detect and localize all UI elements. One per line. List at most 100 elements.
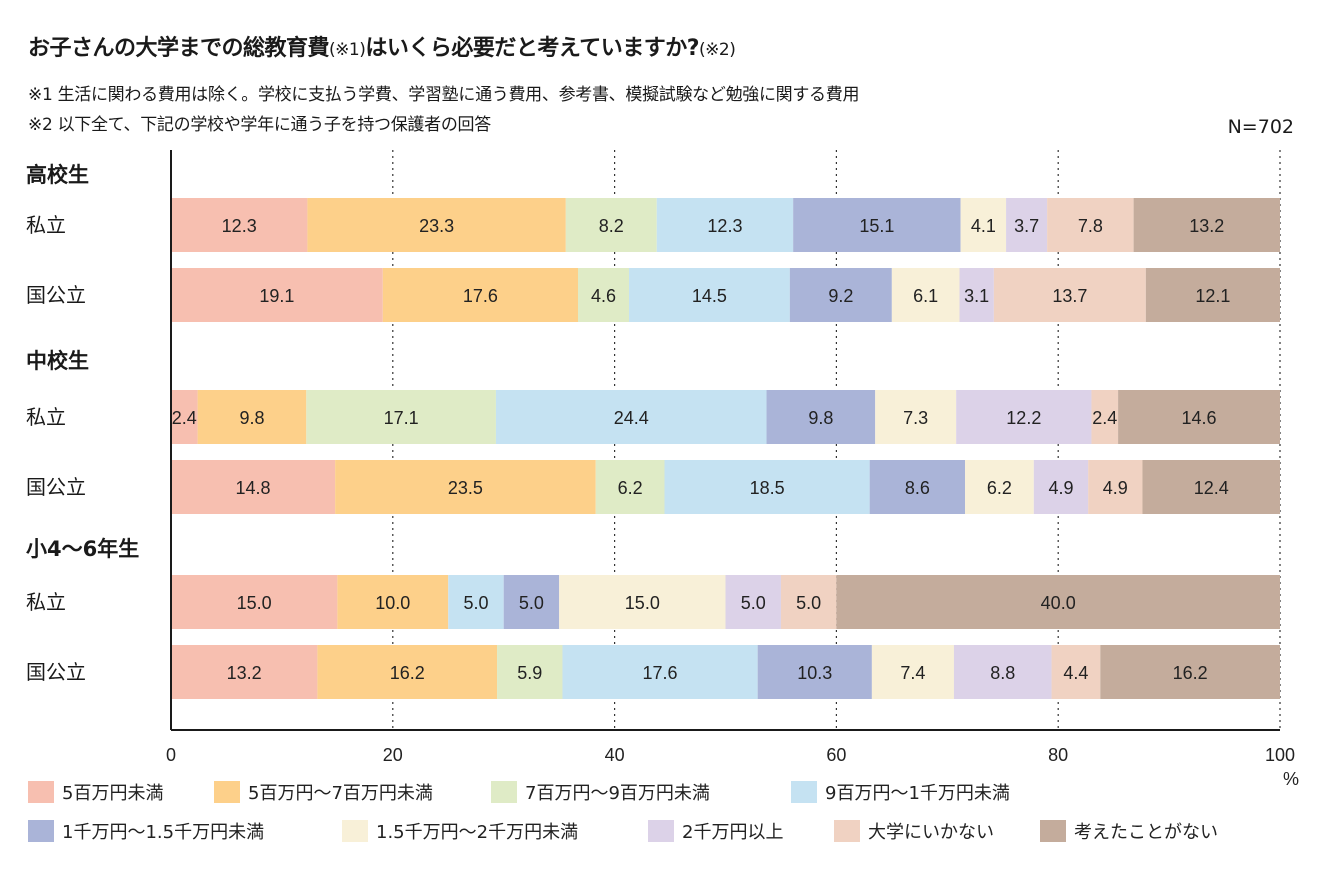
bar-segment: [197, 390, 307, 444]
data-label: 4.6: [591, 286, 616, 306]
bar-segment: [503, 575, 560, 629]
data-label: 12.2: [1006, 408, 1041, 428]
row-label: 私立: [26, 405, 66, 429]
bar-segment: [766, 390, 876, 444]
bar-segment: [595, 460, 665, 514]
data-label: 17.1: [384, 408, 419, 428]
bar-segment: [960, 198, 1007, 252]
data-label: 17.6: [463, 286, 498, 306]
bar-segment: [495, 390, 767, 444]
group-label: 高校生: [26, 163, 89, 187]
legend-swatch: [834, 820, 860, 842]
legend-swatch: [214, 781, 240, 803]
data-label: 4.1: [971, 216, 996, 236]
data-label: 10.3: [797, 663, 832, 683]
bar-segment: [1051, 645, 1101, 699]
data-label: 15.1: [859, 216, 894, 236]
data-label: 15.0: [625, 593, 660, 613]
bar-segment: [171, 460, 336, 514]
bar-segment: [725, 575, 781, 629]
bar-segment: [335, 460, 596, 514]
bar-segment: [965, 460, 1034, 514]
data-label: 13.2: [227, 663, 262, 683]
legend-label: 7百万円〜9百万円未満: [525, 783, 710, 804]
x-tick-label-0: 0: [166, 745, 176, 765]
data-label: 19.1: [259, 286, 294, 306]
x-tick-label-40: 40: [605, 745, 625, 765]
legend-label: 考えたことがない: [1074, 822, 1218, 843]
bar-segment: [959, 268, 994, 322]
bar-segment: [1100, 645, 1280, 699]
bar-segment: [871, 645, 954, 699]
data-label: 9.8: [239, 408, 264, 428]
data-label: 4.9: [1048, 478, 1073, 498]
bar-segment: [1047, 198, 1134, 252]
data-label: 2.4: [172, 408, 197, 428]
legend-swatch: [342, 820, 368, 842]
legend-label: 大学にいかない: [868, 822, 994, 843]
data-label: 4.4: [1063, 663, 1088, 683]
bar-segment: [171, 198, 308, 252]
chart-title: お子さんの大学までの総教育費(※1)はいくら必要だと考えていますか?(※2): [28, 30, 736, 62]
legend-label: 5百万円未満: [62, 783, 163, 804]
data-label: 12.3: [707, 216, 742, 236]
legend-swatch: [791, 781, 817, 803]
bar-segment: [1088, 460, 1143, 514]
data-label: 5.0: [741, 593, 766, 613]
data-label: 7.4: [900, 663, 925, 683]
bar-segment: [953, 645, 1052, 699]
bar-segment: [1133, 198, 1280, 252]
data-label: 8.6: [905, 478, 930, 498]
bar-segment: [869, 460, 966, 514]
row-label: 私立: [26, 213, 66, 237]
x-tick-label-80: 80: [1048, 745, 1068, 765]
data-label: 6.2: [987, 478, 1012, 498]
data-label: 3.1: [964, 286, 989, 306]
data-label: 14.6: [1182, 408, 1217, 428]
bar-segment: [171, 575, 338, 629]
data-label: 40.0: [1041, 593, 1076, 613]
bar-segment: [171, 268, 383, 322]
row-label: 国公立: [26, 660, 86, 684]
bar-segment: [1006, 198, 1048, 252]
title-note1: (※1): [329, 40, 366, 60]
data-label: 23.5: [448, 478, 483, 498]
legend-swatch: [28, 781, 54, 803]
data-label: 6.2: [618, 478, 643, 498]
data-label: 2.4: [1092, 408, 1117, 428]
legend-label: 1.5千万円〜2千万円未満: [376, 822, 578, 843]
bar-segment: [317, 645, 498, 699]
bar-segment: [1033, 460, 1089, 514]
data-label: 5.9: [517, 663, 542, 683]
legend-swatch: [648, 820, 674, 842]
data-label: 9.8: [808, 408, 833, 428]
bar-segment: [656, 198, 794, 252]
bar-segment: [780, 575, 837, 629]
bar-segment: [171, 645, 318, 699]
data-label: 5.0: [519, 593, 544, 613]
bar-segment: [789, 268, 892, 322]
data-label: 12.4: [1194, 478, 1229, 498]
title-part1: お子さんの大学までの総教育費: [28, 36, 330, 61]
bar-segment: [1142, 460, 1280, 514]
x-tick-label-20: 20: [383, 745, 403, 765]
data-label: 10.0: [375, 593, 410, 613]
bar-segment: [956, 390, 1092, 444]
legend-label: 1千万円〜1.5千万円未満: [62, 822, 264, 843]
row-label: 国公立: [26, 283, 86, 307]
bar-segment: [757, 645, 872, 699]
data-label: 8.2: [599, 216, 624, 236]
bar-segment: [559, 575, 726, 629]
bar-segment: [1118, 390, 1280, 444]
bar-segment: [891, 268, 960, 322]
bar-segment: [875, 390, 957, 444]
bar-segment: [629, 268, 790, 322]
row-label: 国公立: [26, 475, 86, 499]
data-label: 7.3: [903, 408, 928, 428]
data-label: 4.9: [1103, 478, 1128, 498]
data-label: 17.6: [643, 663, 678, 683]
legend-swatch: [1040, 820, 1066, 842]
legend-swatch: [28, 820, 54, 842]
sample-size: N=702: [1227, 116, 1294, 138]
x-unit-label: %: [1283, 769, 1299, 789]
